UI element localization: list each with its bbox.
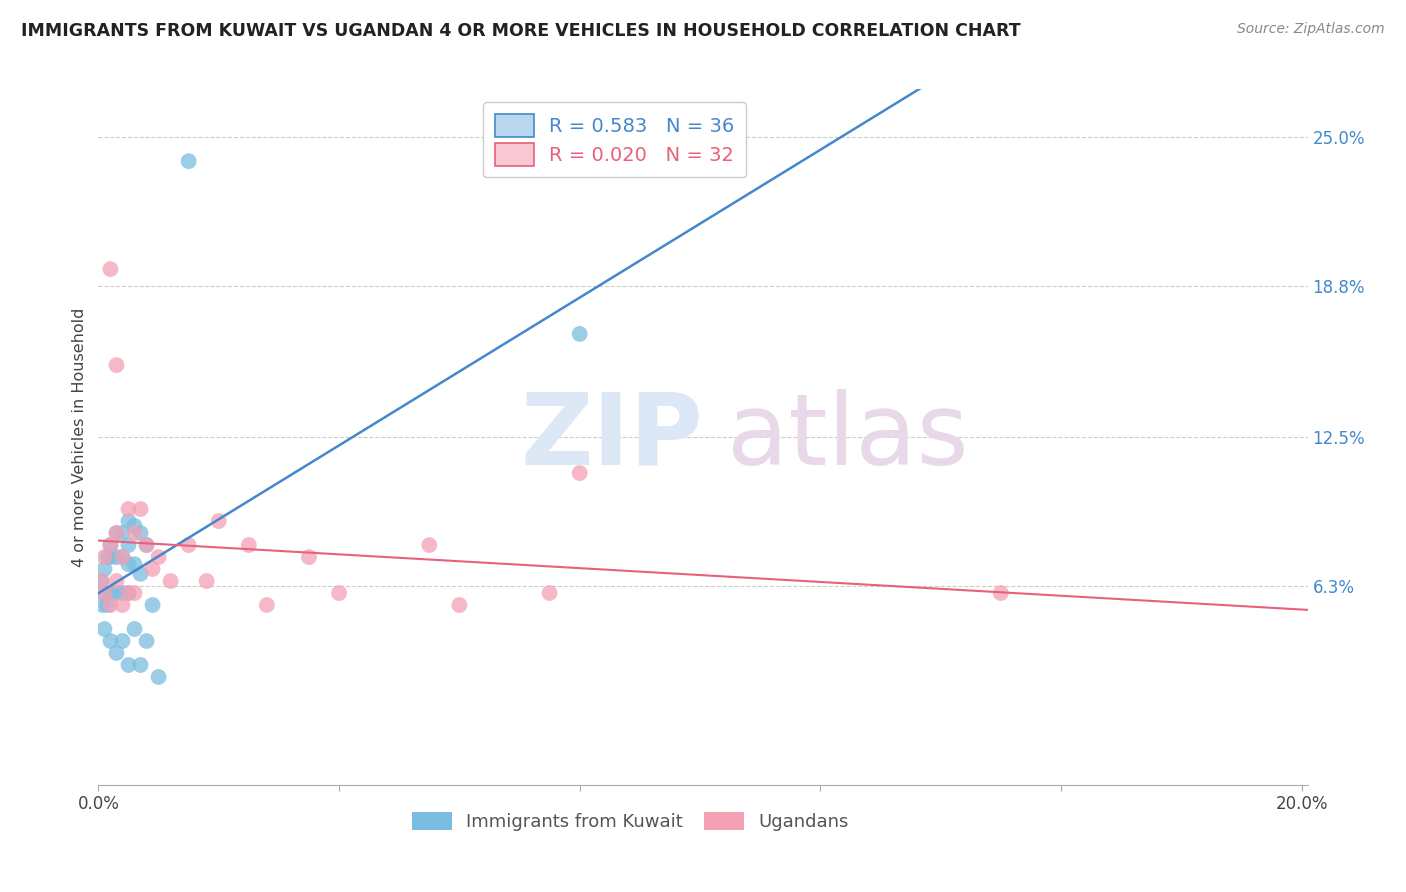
Point [538, 586, 561, 600]
Point [135, 634, 157, 648]
Point [105, 646, 128, 660]
Point [93, 562, 115, 576]
Point [111, 526, 134, 541]
Point [96, 598, 118, 612]
Point [238, 538, 260, 552]
Point [91, 598, 114, 612]
Point [568, 466, 591, 480]
Point [105, 586, 128, 600]
Point [124, 586, 146, 600]
Point [990, 586, 1012, 600]
Point [568, 326, 591, 341]
Point [148, 549, 170, 564]
Point [100, 538, 122, 552]
Text: ZIP: ZIP [520, 389, 703, 485]
Point [90, 574, 112, 588]
Point [117, 558, 139, 572]
Point [124, 558, 146, 572]
Point [129, 658, 152, 673]
Point [142, 598, 165, 612]
Y-axis label: 4 or more Vehicles in Household: 4 or more Vehicles in Household [72, 308, 87, 566]
Point [100, 634, 122, 648]
Point [159, 574, 181, 588]
Point [117, 514, 139, 528]
Point [418, 538, 440, 552]
Point [117, 586, 139, 600]
Text: atlas: atlas [727, 389, 969, 485]
Point [117, 502, 139, 516]
Point [100, 538, 122, 552]
Point [148, 670, 170, 684]
Legend: Immigrants from Kuwait, Ugandans: Immigrants from Kuwait, Ugandans [405, 805, 856, 838]
Point [105, 526, 128, 541]
Point [129, 502, 152, 516]
Point [105, 526, 128, 541]
Point [93, 586, 115, 600]
Point [100, 262, 122, 277]
Point [90, 574, 112, 588]
Point [111, 634, 134, 648]
Point [100, 598, 122, 612]
Point [298, 549, 321, 564]
Point [93, 622, 115, 636]
Point [142, 562, 165, 576]
Point [124, 526, 146, 541]
Point [208, 514, 231, 528]
Point [111, 549, 134, 564]
Point [124, 622, 146, 636]
Point [96, 549, 118, 564]
Point [177, 538, 200, 552]
Point [105, 358, 128, 372]
Point [117, 586, 139, 600]
Point [124, 519, 146, 533]
Point [129, 526, 152, 541]
Point [256, 598, 278, 612]
Point [105, 549, 128, 564]
Point [105, 574, 128, 588]
Point [135, 538, 157, 552]
Point [93, 549, 115, 564]
Point [117, 658, 139, 673]
Text: Source: ZipAtlas.com: Source: ZipAtlas.com [1237, 22, 1385, 37]
Point [177, 154, 200, 169]
Point [129, 566, 152, 581]
Point [135, 538, 157, 552]
Point [449, 598, 471, 612]
Point [100, 549, 122, 564]
Point [93, 586, 115, 600]
Point [117, 538, 139, 552]
Point [111, 598, 134, 612]
Point [195, 574, 218, 588]
Point [111, 549, 134, 564]
Point [100, 586, 122, 600]
Point [111, 586, 134, 600]
Point [328, 586, 350, 600]
Text: IMMIGRANTS FROM KUWAIT VS UGANDAN 4 OR MORE VEHICLES IN HOUSEHOLD CORRELATION CH: IMMIGRANTS FROM KUWAIT VS UGANDAN 4 OR M… [21, 22, 1021, 40]
